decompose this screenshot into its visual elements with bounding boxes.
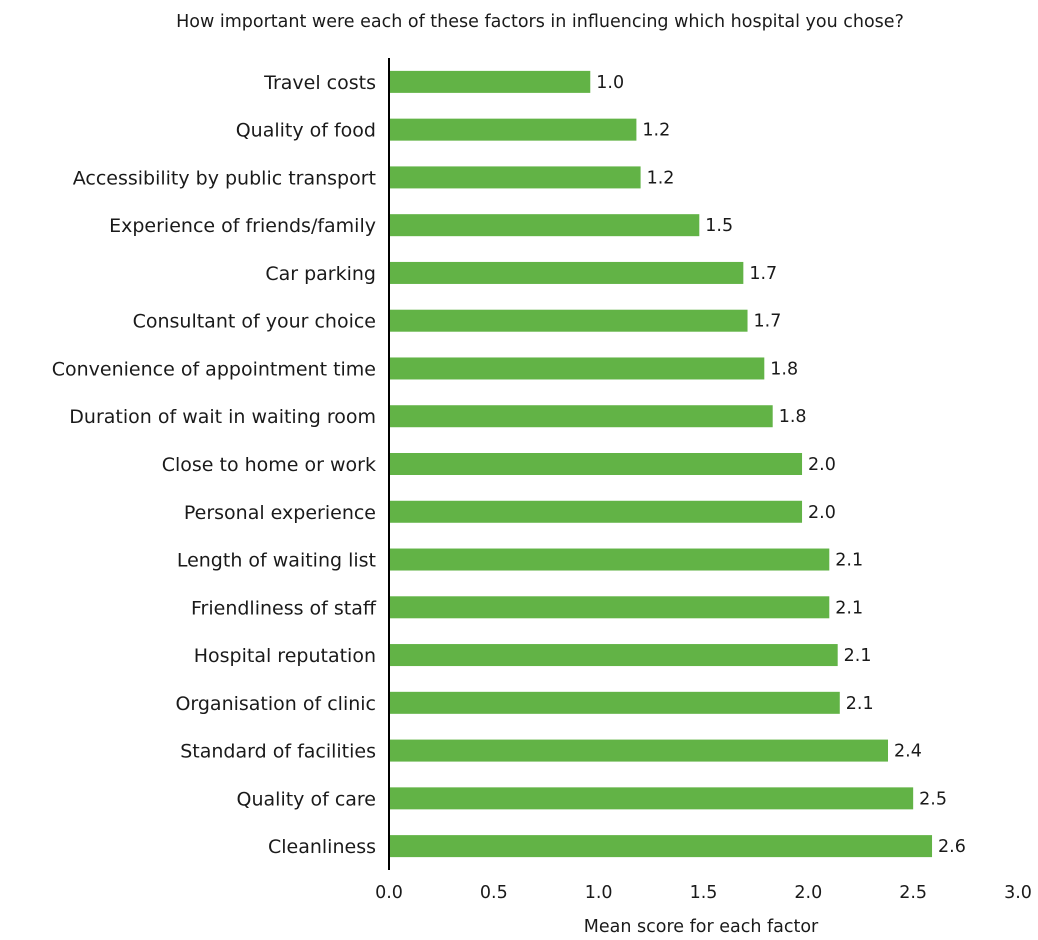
x-tick-label: 2.5	[899, 883, 927, 903]
x-tick-label: 3.0	[1004, 883, 1032, 903]
category-label: Friendliness of staff	[191, 597, 377, 619]
category-label: Car parking	[265, 263, 376, 285]
x-tick-label: 2.0	[794, 883, 822, 903]
value-label: 1.2	[642, 121, 670, 141]
category-label: Quality of care	[237, 788, 376, 810]
bars-group	[389, 70, 933, 858]
x-tick-label: 1.5	[690, 883, 718, 903]
bar	[389, 500, 803, 523]
chart-title: How important were each of these factors…	[176, 12, 904, 32]
bar	[389, 405, 773, 428]
bar	[389, 453, 803, 475]
value-label: 1.7	[749, 264, 777, 284]
bar	[389, 357, 765, 380]
category-label: Organisation of clinic	[175, 693, 376, 715]
value-label: 1.5	[705, 216, 733, 236]
category-label: Hospital reputation	[194, 645, 376, 667]
bar	[389, 214, 700, 237]
bar	[389, 739, 889, 762]
category-label: Standard of facilities	[180, 741, 376, 763]
value-label: 2.4	[894, 742, 922, 762]
value-label: 2.1	[835, 598, 863, 618]
x-tick-label: 1.0	[585, 883, 613, 903]
category-label: Experience of friends/family	[109, 215, 376, 237]
category-label: Cleanliness	[268, 836, 376, 858]
category-label: Length of waiting list	[177, 550, 376, 572]
x-axis-label: Mean score for each factor	[584, 917, 819, 937]
bar	[389, 261, 744, 284]
bar	[389, 787, 914, 810]
category-label: Accessibility by public transport	[73, 167, 376, 189]
value-label: 1.8	[770, 359, 798, 379]
bar	[389, 309, 748, 332]
bar	[389, 644, 838, 667]
value-label: 1.8	[779, 407, 807, 427]
value-label: 2.5	[919, 789, 947, 809]
bar	[389, 691, 840, 714]
value-label: 2.1	[835, 551, 863, 571]
category-label: Travel costs	[263, 72, 376, 94]
category-labels-group: Travel costs Quality of food Accessibility…	[52, 72, 377, 858]
category-label: Duration of wait in waiting room	[69, 406, 376, 428]
bar	[389, 166, 641, 189]
value-label: 2.1	[844, 646, 872, 666]
x-tick-label: 0.0	[375, 883, 403, 903]
bar	[389, 596, 830, 619]
value-labels-group: 1.0 1.2 1.2 1.5 1.7 1.7 1.8 1.8 2.0 2.0 2.1 2.1 2.1 2…	[596, 73, 966, 857]
value-label: 2.1	[846, 694, 874, 714]
category-label: Close to home or work	[162, 454, 376, 476]
x-tick-labels-group: 0.0 0.5 1.0 1.5 2.0 2.5 3.0	[375, 883, 1032, 903]
category-label: Convenience of appointment time	[52, 358, 376, 380]
value-label: 1.7	[754, 312, 782, 332]
bar	[389, 548, 830, 571]
category-label: Consultant of your choice	[133, 311, 376, 333]
bar	[389, 118, 637, 141]
value-label: 2.0	[808, 503, 836, 523]
value-label: 2.6	[938, 837, 966, 857]
value-label: 1.0	[596, 73, 624, 93]
value-label: 2.0	[808, 455, 836, 475]
category-label: Personal experience	[184, 502, 376, 524]
value-label: 1.2	[647, 168, 675, 188]
bar	[389, 835, 933, 858]
x-tick-label: 0.5	[480, 883, 508, 903]
bar	[389, 70, 591, 93]
category-label: Quality of food	[236, 120, 376, 142]
